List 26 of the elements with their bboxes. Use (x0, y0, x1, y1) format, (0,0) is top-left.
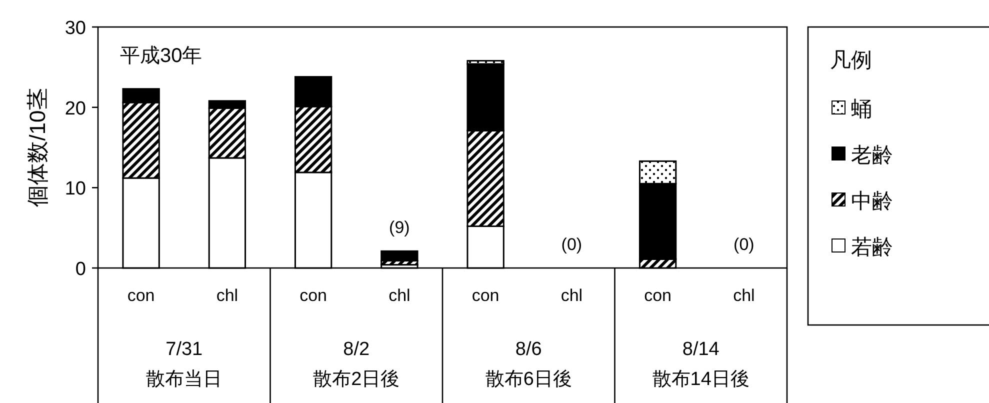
x-tick-label: con (644, 286, 672, 305)
x-tick-label: con (300, 286, 328, 305)
legend-label: 蛹 (851, 98, 872, 121)
y-axis-title: 個体数/10茎 (25, 88, 50, 207)
text: 7/31 散布当日 (146, 339, 222, 390)
x-tick-label: con (472, 286, 500, 305)
x-tick-label: chl (388, 286, 410, 305)
annotation: (0) (734, 235, 754, 254)
text: 8/14 散布14日後 (652, 339, 750, 390)
text: 8/6 散布6日後 (485, 339, 572, 390)
text: 8/2 散布2日後 (313, 339, 400, 390)
legend-title: 凡例 (830, 49, 872, 72)
annotation: (9) (389, 218, 410, 238)
legend-label: 老齢 (851, 144, 893, 167)
annotation: (0) (561, 235, 582, 254)
legend-label: 若齢 (851, 236, 893, 259)
x-tick-label: con (127, 286, 155, 305)
x-tick-label: chl (733, 286, 755, 305)
y-tick-label: 10 (64, 178, 86, 200)
x-tick-label: chl (560, 286, 583, 305)
legend-label: 中齢 (851, 190, 893, 213)
y-tick-label: 0 (75, 259, 86, 280)
y-tick-label: 20 (64, 98, 86, 120)
y-tick-label: 30 (64, 18, 86, 39)
x-tick-label: chl (216, 286, 238, 305)
text: 平成30年 (120, 45, 202, 67)
